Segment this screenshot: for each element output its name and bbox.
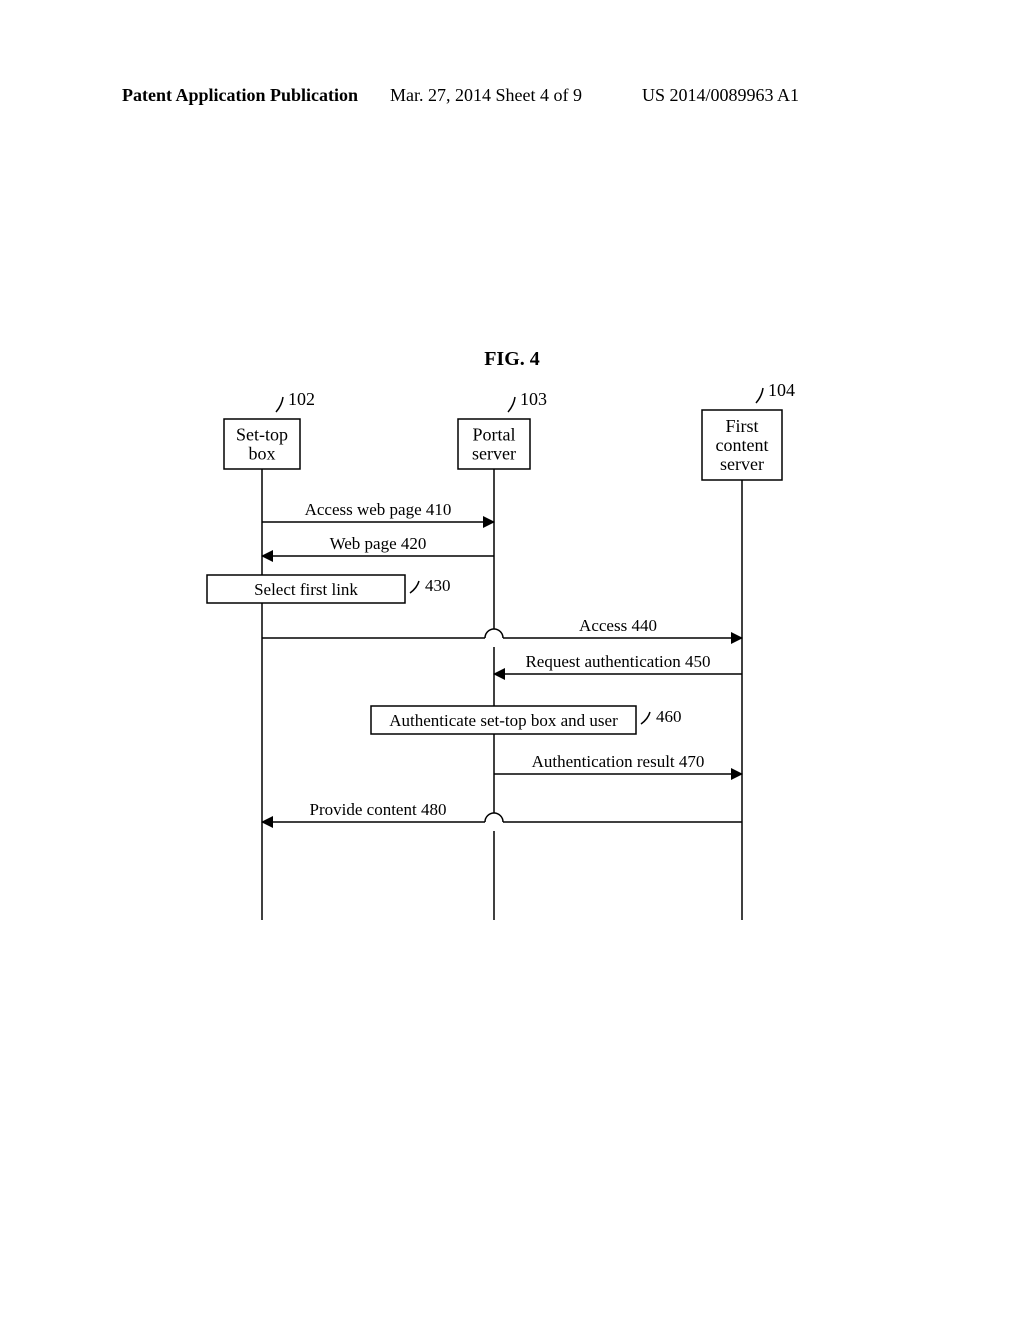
message-hop [485, 629, 503, 638]
message-hop [485, 813, 503, 822]
message-label: Authentication result 470 [532, 752, 705, 771]
participant-label: box [249, 444, 276, 464]
participant-ref: 102 [288, 389, 315, 409]
self-action-label: Authenticate set-top box and user [389, 711, 618, 730]
participant-ref: 103 [520, 389, 547, 409]
participant-label: server [472, 444, 516, 464]
message-label: Web page 420 [330, 534, 427, 553]
callout-tick [756, 388, 763, 403]
message-label: Request authentication 450 [525, 652, 710, 671]
self-action-ref: 430 [425, 576, 451, 595]
participant-label: Set-top [236, 425, 288, 445]
participant-label: First [725, 416, 758, 436]
callout-tick [276, 397, 283, 412]
message-label: Provide content 480 [310, 800, 447, 819]
message-label: Access 440 [579, 616, 657, 635]
sequence-diagram: 102Set-topbox103Portalserver104Firstcont… [0, 0, 1024, 1320]
self-action-ref: 460 [656, 707, 682, 726]
callout-tick [410, 581, 419, 593]
participant-ref: 104 [768, 380, 795, 400]
participant-label: content [716, 435, 769, 455]
participant-label: Portal [473, 425, 516, 445]
participant-label: server [720, 454, 764, 474]
self-action-label: Select first link [254, 580, 358, 599]
message-label: Access web page 410 [305, 500, 452, 519]
callout-tick [508, 397, 515, 412]
callout-tick [641, 712, 650, 724]
page: Patent Application Publication Mar. 27, … [0, 0, 1024, 1320]
